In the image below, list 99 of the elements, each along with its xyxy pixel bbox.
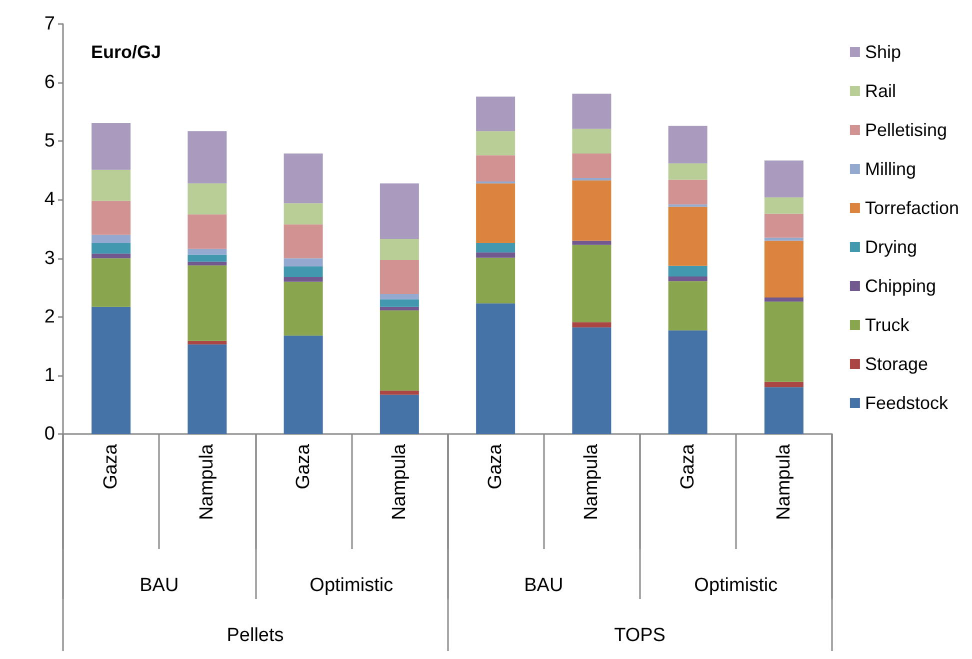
x-tick-label: Nampula: [773, 444, 794, 520]
x-tick-label: Nampula: [581, 444, 602, 520]
bar: [764, 298, 804, 302]
bar: [572, 128, 612, 154]
bar: [188, 131, 227, 184]
bar: [764, 302, 804, 382]
bar: [92, 258, 131, 307]
bar: [476, 155, 516, 182]
legend-label: Truck: [864, 315, 910, 335]
bar: [476, 252, 516, 258]
bar: [668, 163, 708, 180]
y-tick-label: 7: [44, 14, 55, 34]
legend-label: Rail: [864, 81, 896, 101]
bar: [92, 306, 131, 434]
y-tick-label: 6: [44, 72, 55, 94]
text: BAU: [524, 575, 564, 596]
bar: [284, 277, 323, 282]
bar: [572, 94, 612, 129]
legend-label: Ship: [864, 42, 901, 62]
bar: [284, 336, 323, 434]
x-tick-label: Gaza: [292, 444, 314, 490]
text: BAU: [140, 575, 179, 596]
bar: [92, 122, 131, 170]
bar: [188, 214, 227, 249]
bar: [380, 183, 419, 239]
legend-label: Torrefaction: [864, 198, 960, 218]
legend-label: Milling: [864, 159, 916, 179]
bar: [188, 340, 227, 344]
bar: [380, 310, 419, 391]
x-tick-label: Gaza: [100, 444, 122, 490]
bar: [668, 266, 708, 276]
bar: [572, 153, 612, 178]
bar: [764, 197, 804, 214]
bar: [188, 265, 227, 341]
y-tick-label: 5: [44, 130, 55, 152]
bar: [188, 254, 227, 262]
x-tick-label: Gaza: [677, 444, 698, 490]
bar: [764, 160, 804, 198]
y-tick-label: 4: [44, 189, 56, 210]
bar: [284, 153, 323, 204]
bar: [188, 344, 227, 434]
bar: [380, 238, 419, 260]
bar: [380, 299, 419, 307]
bar: [476, 96, 516, 132]
legend-label: Chipping: [864, 276, 936, 296]
y-tick-label: 1: [44, 364, 55, 386]
legend-label: Pelletising: [864, 120, 948, 140]
bar: [668, 206, 708, 266]
bar: [764, 382, 804, 388]
bar: [668, 281, 708, 330]
y-tick-label: 2: [44, 306, 55, 328]
bar: [476, 258, 516, 304]
legend-label: Feedstock: [864, 393, 949, 413]
bar: [572, 180, 612, 241]
y-tick-label: 0: [44, 424, 55, 444]
bar: [668, 330, 708, 434]
bar: [476, 131, 516, 156]
bar: [380, 260, 419, 294]
bar: [380, 294, 419, 300]
bar: [572, 327, 612, 434]
x-tick-label: Nampula: [388, 444, 410, 520]
text: Optimistic: [694, 575, 778, 596]
bar: [476, 183, 516, 244]
legend-label: Storage: [864, 354, 928, 374]
x-tick-label: Gaza: [485, 444, 506, 490]
text: Optimistic: [310, 575, 394, 596]
bar: [476, 243, 516, 252]
bar: [92, 234, 131, 244]
bar: [92, 200, 131, 235]
bar: [572, 322, 612, 328]
bar: [764, 387, 804, 434]
bar: [764, 214, 804, 238]
bar: [764, 240, 804, 298]
bar: [284, 203, 323, 224]
bar: [572, 240, 612, 245]
bar: [188, 262, 227, 266]
bar: [92, 170, 131, 201]
bar: [380, 394, 419, 434]
bar: [92, 243, 131, 254]
bar: [572, 244, 612, 322]
bar: [188, 183, 227, 214]
bar: [380, 306, 419, 310]
legend-label: Drying: [864, 237, 917, 257]
x-tick-label: Nampula: [196, 444, 218, 520]
y-tick-label: 3: [44, 248, 55, 269]
text: Euro/GJ: [91, 42, 162, 62]
bar: [668, 126, 708, 164]
bar: [92, 254, 131, 258]
bar: [284, 282, 323, 336]
bar: [284, 258, 323, 266]
bar: [284, 224, 323, 258]
bar: [668, 180, 708, 204]
bar: [476, 303, 516, 434]
bar: [380, 390, 419, 395]
bar: [284, 266, 323, 278]
bar: [188, 248, 227, 255]
text: Pellets: [226, 625, 284, 646]
text: TOPS: [614, 625, 666, 646]
bar: [668, 276, 708, 282]
